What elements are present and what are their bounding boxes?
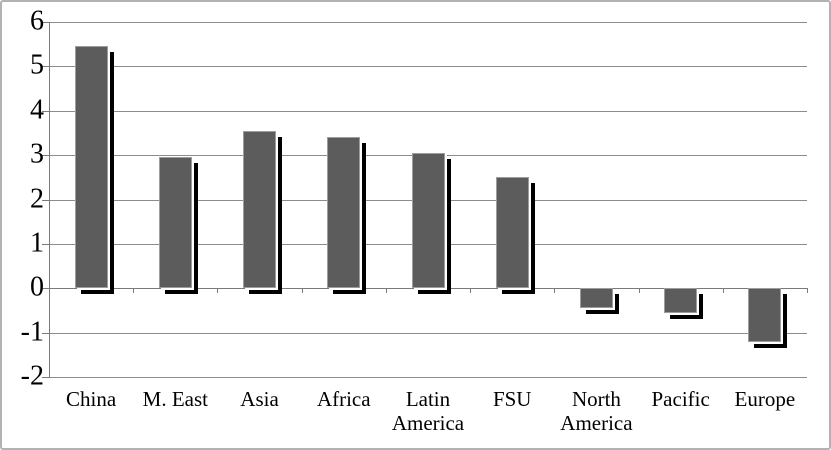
gridline-y-5 bbox=[49, 66, 807, 68]
y-axis-tick bbox=[42, 332, 49, 334]
bar-m-east bbox=[158, 157, 192, 289]
y-tick-label-3: 3 bbox=[30, 138, 44, 170]
bar-north-america bbox=[579, 288, 613, 309]
x-axis-tick bbox=[554, 288, 556, 294]
y-axis-tick bbox=[42, 110, 49, 112]
y-tick-label--1: -1 bbox=[20, 316, 44, 348]
y-tick-label-0: 0 bbox=[30, 271, 44, 303]
x-axis-tick bbox=[133, 288, 135, 294]
bar-latin-america bbox=[411, 152, 445, 289]
x-category-label-fsu: FSU bbox=[492, 387, 532, 411]
y-tick-label-5: 5 bbox=[30, 49, 44, 81]
x-axis-tick bbox=[722, 288, 724, 294]
x-category-label-latin-america: Latin America bbox=[391, 387, 465, 435]
y-axis-tick bbox=[42, 243, 49, 245]
x-category-label-africa: Africa bbox=[316, 387, 371, 411]
y-tick-label--2: -2 bbox=[20, 360, 44, 392]
gridline-y--2 bbox=[49, 377, 807, 378]
x-axis-line bbox=[49, 288, 807, 290]
bar-pacific bbox=[664, 288, 698, 313]
plot-area: 6 5 4 3 2 1 0 -1 -2 bbox=[21, 7, 808, 390]
y-tick-label-2: 2 bbox=[30, 182, 44, 214]
y-axis-tick bbox=[42, 22, 49, 23]
bar-asia bbox=[243, 130, 277, 289]
gridline-y--1 bbox=[49, 332, 807, 334]
x-category-label-north-america: North America bbox=[560, 387, 633, 435]
x-axis-tick bbox=[49, 288, 50, 294]
x-axis-tick bbox=[638, 288, 640, 294]
x-axis-tick bbox=[385, 288, 387, 294]
x-category-label-pacific: Pacific bbox=[651, 387, 710, 411]
y-axis-tick bbox=[42, 66, 49, 68]
y-axis-tick bbox=[42, 377, 49, 378]
bar-china bbox=[74, 46, 108, 289]
y-axis-tick bbox=[42, 199, 49, 201]
y-tick-label-4: 4 bbox=[30, 94, 44, 126]
x-category-label-china: China bbox=[66, 387, 117, 411]
gridline-y-4 bbox=[49, 110, 807, 112]
bar-fsu bbox=[495, 177, 529, 289]
x-axis-tick bbox=[470, 288, 472, 294]
y-axis-tick bbox=[42, 288, 49, 290]
x-category-label-m-east: M. East bbox=[142, 387, 208, 411]
bar-africa bbox=[327, 137, 361, 289]
x-category-label-europe: Europe bbox=[734, 387, 796, 411]
x-axis-tick bbox=[301, 288, 303, 294]
y-axis-tick bbox=[42, 155, 49, 157]
y-axis-line bbox=[49, 22, 50, 377]
y-tick-label-6: 6 bbox=[30, 5, 44, 37]
y-tick-label-1: 1 bbox=[30, 227, 44, 259]
bar-europe bbox=[748, 288, 782, 342]
gridline-y-6 bbox=[49, 22, 807, 23]
x-axis-tick bbox=[807, 288, 808, 294]
x-axis-tick bbox=[217, 288, 219, 294]
x-category-label-asia: Asia bbox=[240, 387, 279, 411]
